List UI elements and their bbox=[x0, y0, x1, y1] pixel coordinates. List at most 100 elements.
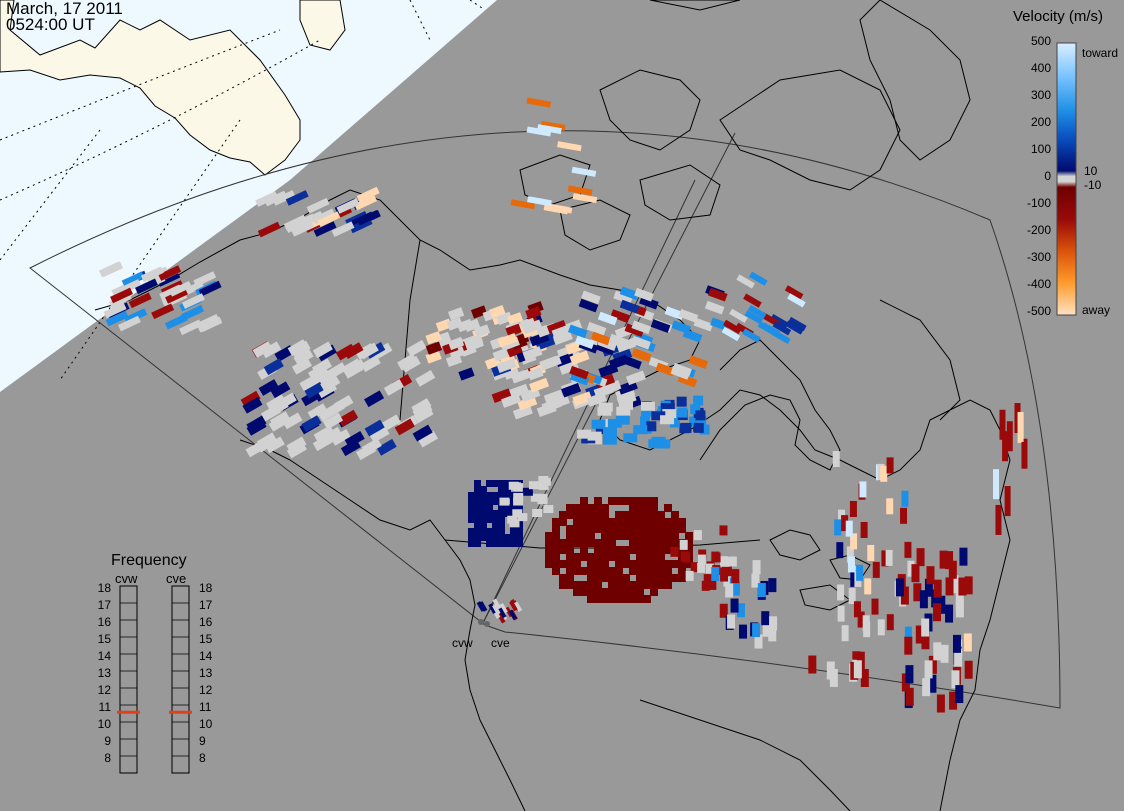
echo-cell bbox=[995, 504, 1002, 535]
away-label: away bbox=[1082, 303, 1110, 317]
echo-cell bbox=[610, 309, 631, 323]
echo-cell bbox=[343, 361, 364, 379]
echo-cell bbox=[320, 375, 341, 392]
echo-cell bbox=[671, 518, 679, 526]
echo-cell bbox=[545, 553, 553, 561]
echo-cell bbox=[552, 539, 560, 547]
echo-cell bbox=[300, 210, 324, 227]
echo-cell bbox=[196, 313, 220, 330]
velocity-tick-label: 300 bbox=[1031, 88, 1051, 102]
echo-cell bbox=[622, 595, 630, 603]
echo-cell bbox=[587, 574, 595, 582]
echo-cell bbox=[623, 433, 638, 443]
echo-cell bbox=[916, 548, 925, 567]
echo-cell bbox=[492, 498, 499, 505]
echo-cell bbox=[872, 561, 880, 578]
echo-cell bbox=[856, 564, 864, 581]
echo-cell bbox=[480, 516, 487, 523]
echo-cell bbox=[629, 567, 637, 575]
echo-cell bbox=[677, 407, 688, 418]
echo-cell bbox=[492, 516, 499, 523]
echo-cell bbox=[886, 498, 894, 515]
echo-cell bbox=[664, 574, 672, 582]
echo-cell bbox=[933, 603, 942, 622]
echo-cell bbox=[468, 510, 475, 517]
frequency-panel: Frequency cvw cve 18 17 16 15 14 13 12 11 10 9 8 18… bbox=[98, 552, 213, 774]
echo-cell bbox=[602, 435, 617, 445]
echo-cell bbox=[640, 416, 651, 427]
echo-cell bbox=[587, 504, 595, 512]
echo-cell bbox=[769, 616, 778, 631]
echo-cell bbox=[615, 518, 623, 526]
echo-cell bbox=[413, 406, 434, 424]
echo-cell bbox=[636, 560, 644, 568]
echo-cell bbox=[157, 271, 181, 287]
frequency-tick-label: 12 bbox=[98, 683, 112, 697]
echo-cell bbox=[690, 404, 701, 415]
frequency-box bbox=[119, 585, 138, 774]
echo-cell bbox=[671, 532, 679, 540]
echo-cell bbox=[135, 278, 158, 295]
echo-cell bbox=[468, 492, 475, 499]
frequency-tick-label: 18 bbox=[98, 581, 112, 595]
echo-cell bbox=[586, 321, 607, 336]
echo-cell bbox=[859, 481, 867, 498]
echo-cell bbox=[513, 492, 524, 501]
echo-cell bbox=[672, 362, 692, 377]
echo-cell bbox=[678, 574, 686, 582]
echo-cell bbox=[594, 574, 602, 582]
echo-cell bbox=[772, 329, 791, 345]
echo-cell bbox=[480, 528, 487, 535]
echo-cell bbox=[364, 390, 385, 408]
echo-cell bbox=[752, 623, 761, 638]
echo-cell bbox=[338, 409, 359, 427]
frequency-tick-label: 8 bbox=[104, 751, 111, 765]
echo-cell bbox=[904, 636, 913, 655]
echo-cell bbox=[762, 622, 771, 637]
echo-cell bbox=[597, 406, 612, 416]
echo-cell bbox=[703, 574, 712, 585]
echo-cell bbox=[100, 261, 124, 278]
echo-cell bbox=[508, 609, 518, 621]
echo-cell bbox=[682, 328, 703, 343]
echo-cell bbox=[613, 290, 633, 305]
echo-cell bbox=[498, 486, 505, 493]
echo-cell bbox=[580, 553, 588, 561]
echo-cell bbox=[498, 522, 505, 529]
echo-cell bbox=[527, 196, 552, 207]
echo-cell bbox=[516, 528, 523, 535]
echo-cell bbox=[510, 368, 531, 384]
echo-cell bbox=[480, 522, 487, 529]
echo-cell bbox=[948, 560, 957, 579]
echo-cell bbox=[587, 539, 595, 547]
echo-cell bbox=[697, 554, 706, 565]
echo-cell bbox=[474, 522, 481, 529]
echo-cell bbox=[540, 477, 551, 486]
echo-cell bbox=[315, 426, 336, 444]
echo-cell bbox=[486, 510, 493, 517]
echo-cell bbox=[474, 516, 481, 523]
echo-cell bbox=[566, 511, 574, 519]
echo-cell bbox=[657, 581, 665, 589]
echo-cell bbox=[169, 280, 192, 297]
echo-cell bbox=[705, 563, 714, 574]
echo-cell bbox=[504, 480, 511, 487]
echo-cell bbox=[573, 539, 581, 547]
echo-cell bbox=[747, 304, 767, 320]
echo-cell bbox=[335, 343, 356, 361]
echo-cell bbox=[643, 497, 651, 505]
echo-cell bbox=[959, 547, 968, 566]
echo-cell bbox=[636, 518, 644, 526]
echo-cell bbox=[587, 581, 595, 589]
echo-cell bbox=[629, 588, 637, 596]
echo-cell bbox=[552, 567, 560, 575]
echo-cell bbox=[711, 567, 720, 582]
echo-cell bbox=[729, 308, 748, 323]
echo-cell bbox=[394, 418, 415, 436]
echo-cell bbox=[622, 581, 630, 589]
echo-cell bbox=[742, 328, 761, 343]
echo-cell bbox=[719, 525, 728, 536]
radar-site-label-cvw: cvw bbox=[452, 636, 473, 650]
echo-cell bbox=[707, 287, 728, 302]
echo-cell bbox=[622, 511, 630, 519]
